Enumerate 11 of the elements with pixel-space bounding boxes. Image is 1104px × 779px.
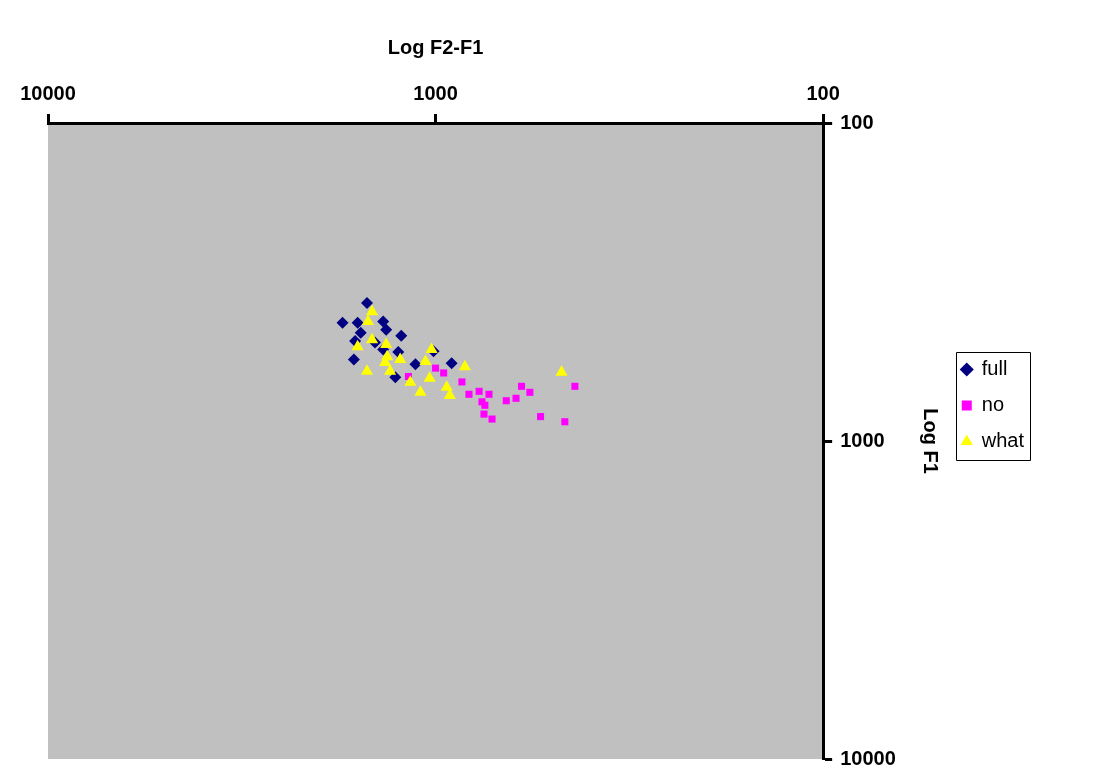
- x-tick-label: 100: [806, 81, 840, 104]
- x-axis-title: Log F2-F1: [387, 35, 484, 58]
- x-tick-label: 10000: [20, 81, 76, 104]
- legend-label: what: [980, 429, 1025, 452]
- y-tick-label: 10000: [840, 746, 896, 769]
- y-tick-label: 1000: [840, 428, 885, 451]
- legend-label: full: [981, 357, 1008, 380]
- legend-label: no: [981, 393, 1004, 416]
- y-tick-label: 100: [840, 110, 874, 133]
- y-axis-title: Log F1: [920, 408, 943, 474]
- x-tick-label: 1000: [413, 81, 458, 104]
